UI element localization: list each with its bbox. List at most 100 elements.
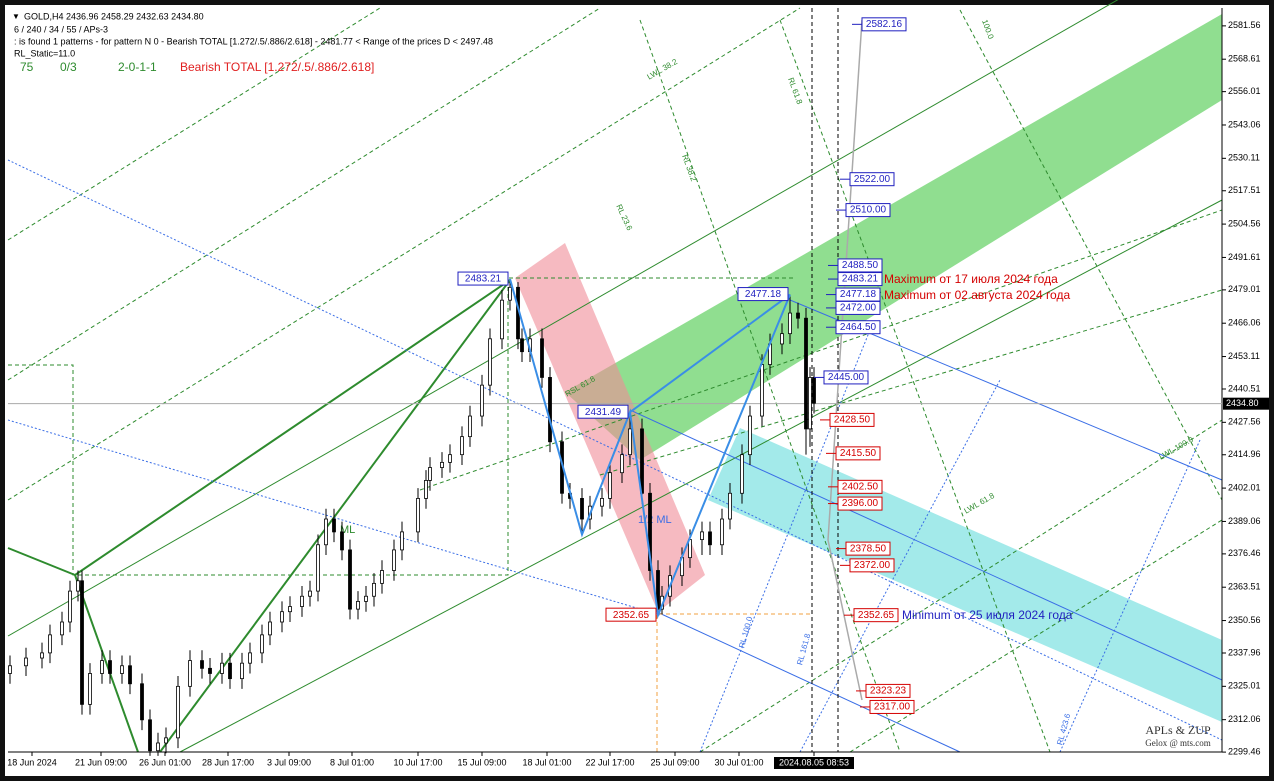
candle-body: [468, 415, 472, 438]
symbol-line: GOLD,H4 2436.96 2458.29 2432.63 2434.80: [24, 11, 204, 21]
pink-band: [515, 243, 705, 612]
y-tick-label: 2325.01: [1228, 681, 1261, 691]
counter: 75: [20, 60, 34, 74]
annotation: Maximum от 17 июля 2024 года: [884, 272, 1058, 286]
channel-line: [639, 19, 901, 753]
candle-body: [424, 480, 428, 499]
y-tick-label: 2466.06: [1228, 318, 1261, 328]
candle-body: [340, 531, 344, 551]
level-box: [829, 412, 875, 427]
level-label: 2445.00: [828, 372, 865, 383]
x-tick-label: 2024.08.05 08:53: [779, 757, 849, 767]
candle-body: [520, 338, 524, 353]
y-tick-label: 2312.06: [1228, 714, 1261, 724]
rl-static: RL_Static=11.0: [14, 48, 75, 58]
candle-body: [140, 683, 144, 721]
x-tick-label: 28 Jun 17:00: [202, 757, 254, 767]
watermark: Gelox @ mts.com: [1145, 738, 1211, 748]
candle-body: [700, 531, 704, 541]
candle-body: [80, 580, 84, 705]
level-box: [837, 258, 883, 273]
level-box: [869, 699, 915, 714]
line-label: 1/2 ML: [638, 514, 672, 526]
candle-body: [648, 492, 652, 571]
level-box: [849, 172, 895, 187]
candle-body: [108, 660, 112, 674]
channel-line: [419, 209, 1223, 491]
candle-body: [428, 467, 432, 481]
y-tick-label: 2414.96: [1228, 449, 1261, 459]
candle-body: [200, 660, 204, 669]
candle-body: [548, 377, 552, 443]
candle-body: [640, 428, 644, 494]
y-tick-label: 2440.51: [1228, 383, 1261, 393]
pattern-label: 2431.49: [585, 407, 622, 418]
candle-body: [220, 662, 224, 674]
level-label: 2522.00: [854, 174, 891, 185]
level-box: [861, 17, 907, 32]
green-band: [565, 14, 1222, 460]
x-tick-label: 30 Jul 01:00: [714, 757, 763, 767]
level-box: [823, 370, 869, 385]
channel-line: [656, 611, 961, 753]
candle-body: [100, 660, 104, 674]
candle-body: [68, 590, 72, 623]
level-box: [837, 272, 883, 287]
x-tick-label: 15 Jul 09:00: [457, 757, 506, 767]
ml-line: [159, 279, 511, 753]
pattern-label: 2483.21: [465, 274, 502, 285]
candle-body: [148, 719, 152, 752]
y-tick-label: 2363.51: [1228, 582, 1261, 592]
x-tick-label: 10 Jul 17:00: [393, 757, 442, 767]
y-tick-label: 2517.51: [1228, 185, 1261, 195]
candle-body: [164, 737, 168, 744]
candle-body: [380, 570, 384, 584]
candle-body: [740, 454, 744, 494]
current-price-box: [1223, 397, 1269, 410]
candle-body: [308, 590, 312, 597]
pattern-line: [629, 293, 791, 414]
y-tick-label: 2376.46: [1228, 548, 1261, 558]
pattern-label-box: [457, 271, 509, 286]
y-tick-label: 2299.46: [1228, 746, 1261, 756]
y-tick-label: 2556.01: [1228, 86, 1261, 96]
level-label: 2582.16: [866, 19, 903, 30]
pattern-label-box: [605, 607, 657, 622]
level-label: 2317.00: [874, 702, 911, 713]
level-box: [837, 496, 883, 511]
pattern-name: Bearish TOTAL [1.272/.5/.886/2.618]: [180, 60, 374, 74]
x-tick-label: 8 Jul 01:00: [330, 757, 374, 767]
level-box: [845, 541, 891, 556]
channel-line: [7, 0, 1119, 637]
level-label: 2428.50: [834, 415, 871, 426]
candle-body: [176, 685, 180, 739]
channel-line: [699, 419, 1223, 753]
candle-body: [400, 531, 404, 551]
candle-body: [720, 518, 724, 546]
level-label: 2488.50: [842, 260, 879, 271]
y-tick-label: 2543.06: [1228, 119, 1261, 129]
candle-body: [608, 472, 612, 499]
candle-body: [480, 384, 484, 417]
level-box: [835, 320, 881, 335]
candle-body: [540, 338, 544, 378]
candle-body: [156, 742, 160, 752]
level-box: [835, 446, 881, 461]
candles: [8, 279, 816, 756]
current-price-label: 2434.80: [1226, 398, 1259, 408]
channel-line: [179, 199, 1223, 753]
candle-body: [88, 673, 92, 705]
candle-body: [600, 498, 604, 507]
x-tick-label: 25 Jul 09:00: [650, 757, 699, 767]
candle-body: [208, 667, 212, 674]
candle-body: [76, 580, 80, 592]
candle-body: [440, 461, 444, 468]
x-tick-label: 3 Jul 09:00: [267, 757, 311, 767]
y-tick-label: 2389.06: [1228, 516, 1261, 526]
candle-body: [268, 621, 272, 636]
candle-body: [628, 428, 632, 456]
level-label: 2510.00: [850, 205, 887, 216]
y-tick-label: 2530.11: [1228, 153, 1260, 163]
y-tick-label: 2402.01: [1228, 482, 1261, 492]
candle-body: [316, 544, 320, 592]
